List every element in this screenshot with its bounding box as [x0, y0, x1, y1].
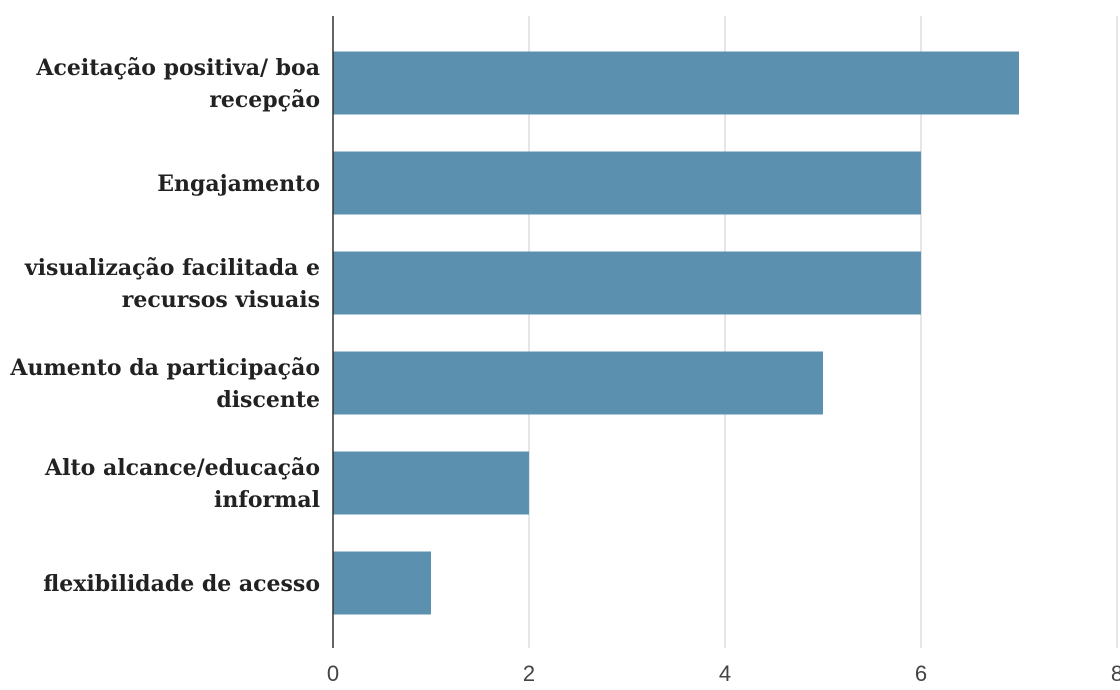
bar: [333, 51, 1019, 115]
bar: [333, 351, 823, 415]
category-label: Aceitação positiva/ boa recepção: [35, 55, 320, 113]
category-label: Alto alcance/educação informal: [44, 455, 320, 513]
bars: [333, 51, 1019, 615]
category-label: visualização facilitada e recursos visuai…: [24, 255, 320, 313]
grid-lines: [528, 16, 1118, 648]
bar: [333, 251, 921, 315]
x-tick-label: 2: [523, 661, 535, 686]
x-tick-label: 0: [327, 661, 339, 686]
bar: [333, 451, 529, 515]
x-tick-label: 8: [1111, 661, 1120, 686]
x-tick-label: 4: [719, 661, 731, 686]
x-tick-labels: 0 2 4 6 8: [327, 661, 1120, 686]
category-label: Aumento da participação discente: [9, 355, 320, 413]
category-label: flexibilidade de acesso: [43, 571, 320, 597]
category-label: Engajamento: [157, 171, 320, 197]
bar: [333, 151, 921, 215]
bar: [333, 551, 431, 615]
x-tick-label: 6: [915, 661, 927, 686]
category-labels: Aceitação positiva/ boa recepção Engajamen…: [9, 55, 320, 597]
